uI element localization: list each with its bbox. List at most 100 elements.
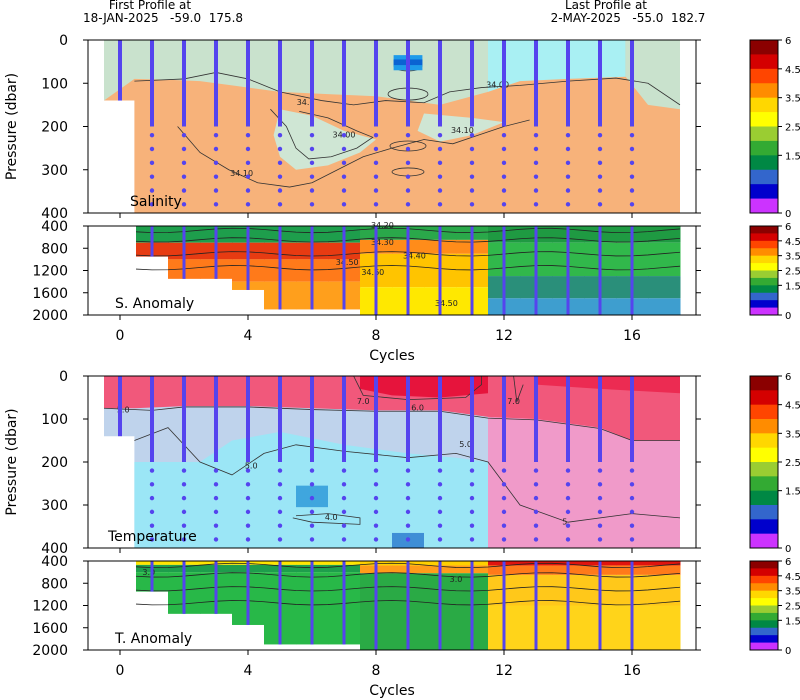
profile-sample-dot xyxy=(373,132,379,138)
y-tick-label: 2000 xyxy=(32,643,68,659)
colorbar-tick-label: 1.5 xyxy=(785,151,800,162)
colorbar-tick-label: 6 xyxy=(785,36,791,47)
salinity-contour-label: 34.0 xyxy=(297,98,315,107)
colorbar-segment xyxy=(750,476,778,492)
colorbar-segment xyxy=(750,270,778,279)
profile-sample-dot xyxy=(373,188,379,193)
colorbar-segment xyxy=(750,447,778,463)
x-tick-label: 16 xyxy=(623,663,641,679)
profile-sample-dot xyxy=(501,202,507,207)
profile-sample-dot xyxy=(533,174,539,179)
colorbar-segment xyxy=(750,598,778,606)
profile-sample-dot xyxy=(309,495,315,501)
y-tick-label: 200 xyxy=(41,455,68,471)
profile-sample-dot xyxy=(245,495,251,501)
profile-sample-dot xyxy=(629,468,635,473)
temperature-contour-line xyxy=(353,375,483,401)
profile-sample-dot xyxy=(501,146,507,152)
anomaly-contour-label: 34.30 xyxy=(371,238,394,247)
profile-sample-dot xyxy=(341,146,347,152)
profile-sample-dot xyxy=(469,188,475,193)
profile-sample-dot xyxy=(309,523,315,528)
anomaly-contour-label: 34.60 xyxy=(361,268,384,277)
profile-sample-dot xyxy=(533,523,539,528)
profile-sample-dot xyxy=(341,509,347,515)
profile-sample-dot xyxy=(149,202,155,207)
profile-sample-dot xyxy=(501,174,507,179)
profile-sample-dot xyxy=(437,174,443,179)
temperature-contour-label: 5.0 xyxy=(245,461,258,470)
profile-sample-dot xyxy=(597,537,603,542)
profile-sample-dot xyxy=(469,146,475,152)
profile-sample-dot xyxy=(373,495,379,501)
profile-sample-dot xyxy=(277,174,283,179)
colorbar-segment xyxy=(750,263,778,271)
colorbar-segment xyxy=(750,292,778,301)
profile-sample-dot xyxy=(501,188,507,193)
profile-sample-dot xyxy=(437,523,443,528)
profile-sample-dot xyxy=(629,509,635,515)
profile-sample-dot xyxy=(277,523,283,528)
colorbar-segment xyxy=(750,155,778,171)
profile-sample-dot xyxy=(309,160,315,166)
temperature-field: 5.0 7.0 6.0 7.0 5.0 5.0 4.0 5 Temperature xyxy=(88,375,696,548)
colorbar-salinity: 6 4.5 3.5 2.5 1.5 0 xyxy=(749,36,800,220)
profile-sample-dot xyxy=(341,482,347,487)
profile-sample-dot xyxy=(533,495,539,501)
colorbar-segment xyxy=(750,390,778,406)
profile-sample-dot xyxy=(437,482,443,487)
profile-sample-dot xyxy=(181,188,187,193)
profile-sample-dot xyxy=(341,174,347,179)
profile-sample-dot xyxy=(565,495,571,501)
y-axis-label: Pressure (dbar) xyxy=(4,73,20,180)
x-axis-label: Cycles xyxy=(369,683,415,699)
salinity-surface-right xyxy=(625,40,680,110)
profile-sample-dot xyxy=(213,132,219,138)
profile-sample-dot xyxy=(597,174,603,179)
profile-sample-dot xyxy=(565,160,571,166)
profile-sample-dot xyxy=(469,132,475,138)
anomaly-cell xyxy=(648,561,681,566)
salinity_anomaly-panel-label: S. Anomaly xyxy=(115,296,194,312)
temperature-contour-label: 6.0 xyxy=(411,403,424,412)
profile-sample-dot xyxy=(181,160,187,166)
y-tick-label: 1200 xyxy=(32,599,68,615)
profile-sample-dot xyxy=(437,537,443,542)
profile-sample-dot xyxy=(597,188,603,193)
x-tick-label: 8 xyxy=(372,663,381,679)
profile-sample-dot xyxy=(341,523,347,528)
profile-sample-dot xyxy=(181,202,187,207)
colorbar-tick-label: 1.5 xyxy=(785,487,800,498)
profile-sample-dot xyxy=(213,509,219,515)
profile-sample-dot xyxy=(437,146,443,152)
profile-sample-dot xyxy=(405,482,411,487)
colorbar-tick-label: 3.5 xyxy=(785,94,800,105)
colorbar-segment xyxy=(750,462,778,477)
colorbar-segment xyxy=(750,226,778,234)
profile-sample-dot xyxy=(245,509,251,515)
profile-sample-dot xyxy=(469,202,475,207)
colorbar-segment xyxy=(750,184,778,200)
profile-sample-dot xyxy=(469,482,475,487)
x-tick-label: 4 xyxy=(244,328,253,344)
anomaly-contour-label: 34.40 xyxy=(403,251,426,260)
colorbar-temperature_anomaly: 6 4.5 3.5 2.5 1.5 0 xyxy=(749,557,800,657)
profile-sample-dot xyxy=(629,523,635,528)
colorbar-tick-label: 0 xyxy=(785,209,791,220)
y-tick-label: 300 xyxy=(41,498,68,514)
profile-sample-dot xyxy=(533,537,539,542)
profile-sample-dot xyxy=(565,482,571,487)
profile-sample-dot xyxy=(277,509,283,515)
profile-sample-dot xyxy=(565,523,571,528)
profile-sample-dot xyxy=(181,482,187,487)
profile-sample-dot xyxy=(149,495,155,501)
profile-sample-dot xyxy=(213,537,219,542)
profile-sample-dot xyxy=(149,523,155,528)
profile-sample-dot xyxy=(597,523,603,528)
y-tick-label: 100 xyxy=(41,76,68,92)
profile-sample-dot xyxy=(213,202,219,207)
anomaly-contour-label: 3.0 xyxy=(450,575,463,584)
x-tick-label: 12 xyxy=(495,663,513,679)
x-tick-label: 0 xyxy=(116,328,125,344)
